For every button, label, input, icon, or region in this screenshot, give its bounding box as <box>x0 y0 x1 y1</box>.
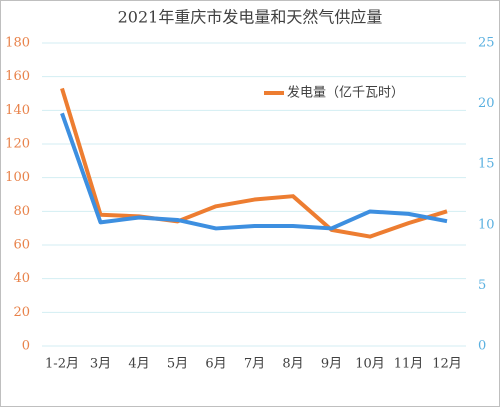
y2-tick-label: 5 <box>478 278 486 293</box>
x-tick-label: 3月 <box>90 357 111 372</box>
y2-tick-label: 15 <box>478 157 495 172</box>
x-tick-label: 10月 <box>355 357 385 372</box>
x-tick-label: 1-2月 <box>45 357 79 372</box>
x-tick-label: 5月 <box>167 357 188 372</box>
x-tick-label: 9月 <box>321 357 342 372</box>
legend-label: 发电量（亿千瓦时） <box>287 85 404 101</box>
line-series <box>60 112 448 231</box>
y2-tick-label: 10 <box>478 217 495 232</box>
y2-tick-label: 0 <box>478 339 486 354</box>
y2-tick-label: 25 <box>478 36 495 51</box>
y-tick-label: 160 <box>5 69 30 84</box>
y-tick-label: 40 <box>13 271 30 286</box>
x-tick-label: 11月 <box>394 357 424 372</box>
line-series <box>60 87 448 239</box>
x-tick-label: 7月 <box>244 357 265 372</box>
y-tick-label: 60 <box>13 238 30 253</box>
x-tick-label: 6月 <box>205 357 226 372</box>
chart-title: 2021年重庆市发电量和天然气供应量 <box>118 8 383 27</box>
y-tick-label: 120 <box>5 137 30 152</box>
y-tick-label: 180 <box>5 36 30 51</box>
y-tick-label: 0 <box>22 339 30 354</box>
y-tick-label: 100 <box>5 170 30 185</box>
x-tick-label: 12月 <box>432 357 462 372</box>
y-tick-label: 80 <box>13 204 30 219</box>
x-tick-label: 4月 <box>128 357 149 372</box>
y-tick-label: 140 <box>5 103 30 118</box>
y-tick-label: 20 <box>13 305 30 320</box>
y2-tick-label: 20 <box>478 96 495 111</box>
x-tick-label: 8月 <box>282 357 303 372</box>
